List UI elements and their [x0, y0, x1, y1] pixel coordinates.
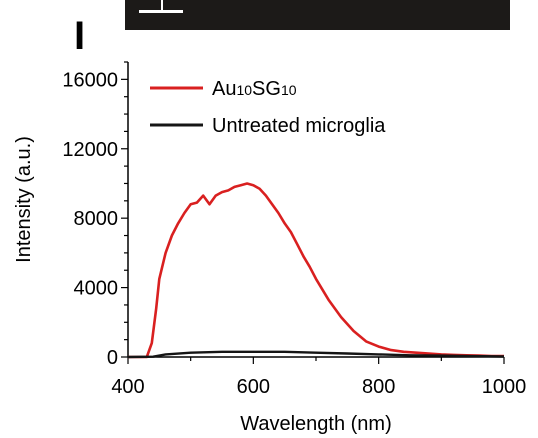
y-tick-label: 12000 [62, 139, 118, 161]
panel-label: I [74, 14, 86, 58]
y-tick-label: 4000 [74, 278, 119, 300]
legend-label-1: Au10SG10 [212, 78, 297, 100]
x-tick-label: 600 [237, 376, 270, 398]
microscopy-image-strip [125, 0, 510, 30]
y-tick-label: 0 [107, 347, 118, 369]
scale-bar-tick [161, 0, 163, 12]
legend-label-2: Untreated microglia [212, 115, 386, 137]
x-tick-label: 800 [362, 376, 395, 398]
series-line-1 [128, 182, 505, 359]
y-axis-label: Intensity (a.u.) [13, 136, 35, 263]
y-tick-label: 16000 [62, 69, 118, 91]
x-tick-label: 1000 [482, 376, 527, 398]
y-tick-label: 8000 [74, 208, 119, 230]
series-line-2 [127, 350, 505, 359]
x-axis-label: Wavelength (nm) [240, 413, 392, 435]
x-tick-label: 400 [111, 376, 144, 398]
